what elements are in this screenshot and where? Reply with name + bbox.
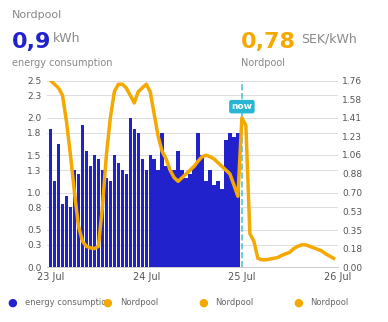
Bar: [93, 155, 96, 267]
Bar: [228, 133, 232, 267]
Bar: [220, 189, 223, 267]
Bar: [212, 185, 216, 267]
Bar: [196, 133, 200, 267]
Bar: [232, 137, 236, 267]
Text: now: now: [231, 102, 252, 111]
Bar: [121, 170, 124, 267]
Bar: [137, 133, 140, 267]
Bar: [188, 174, 192, 267]
Bar: [125, 174, 128, 267]
Bar: [85, 151, 88, 267]
Text: Nordpool: Nordpool: [310, 298, 349, 307]
Bar: [49, 129, 52, 267]
Bar: [184, 178, 188, 267]
Text: SEK/kWh: SEK/kWh: [301, 32, 357, 45]
Text: ●: ●: [293, 298, 303, 308]
Bar: [236, 133, 240, 267]
Bar: [156, 170, 160, 267]
Text: Nordpool: Nordpool: [12, 10, 62, 20]
Bar: [200, 155, 204, 267]
Bar: [117, 163, 120, 267]
Text: ●: ●: [103, 298, 113, 308]
Bar: [224, 140, 228, 267]
Text: Nordpool: Nordpool: [241, 58, 284, 68]
Text: 0,9: 0,9: [12, 32, 51, 52]
Bar: [73, 170, 76, 267]
Bar: [133, 129, 136, 267]
Bar: [128, 118, 132, 267]
Bar: [180, 170, 184, 267]
Text: 0,78: 0,78: [241, 32, 296, 52]
Bar: [53, 181, 56, 267]
Bar: [168, 170, 172, 267]
Text: ●: ●: [198, 298, 208, 308]
Bar: [81, 125, 84, 267]
Bar: [172, 170, 176, 267]
Bar: [149, 155, 152, 267]
Text: energy consumption: energy consumption: [25, 298, 112, 307]
Text: kWh: kWh: [52, 32, 80, 45]
Bar: [204, 181, 208, 267]
Bar: [161, 133, 164, 267]
Bar: [97, 159, 100, 267]
Bar: [61, 204, 64, 267]
Text: Nordpool: Nordpool: [120, 298, 159, 307]
Bar: [105, 178, 108, 267]
Bar: [208, 170, 212, 267]
Bar: [109, 181, 112, 267]
Bar: [192, 166, 196, 267]
Text: energy consumption: energy consumption: [12, 58, 112, 68]
Text: ●: ●: [8, 298, 17, 308]
Bar: [165, 166, 168, 267]
Bar: [57, 144, 60, 267]
Bar: [177, 151, 180, 267]
Bar: [113, 155, 116, 267]
Bar: [65, 196, 68, 267]
Bar: [100, 170, 104, 267]
Bar: [89, 166, 92, 267]
Text: Nordpool: Nordpool: [215, 298, 254, 307]
Bar: [77, 174, 80, 267]
Bar: [144, 170, 148, 267]
Bar: [140, 159, 144, 267]
Bar: [216, 181, 220, 267]
Bar: [152, 159, 156, 267]
Bar: [69, 207, 72, 267]
